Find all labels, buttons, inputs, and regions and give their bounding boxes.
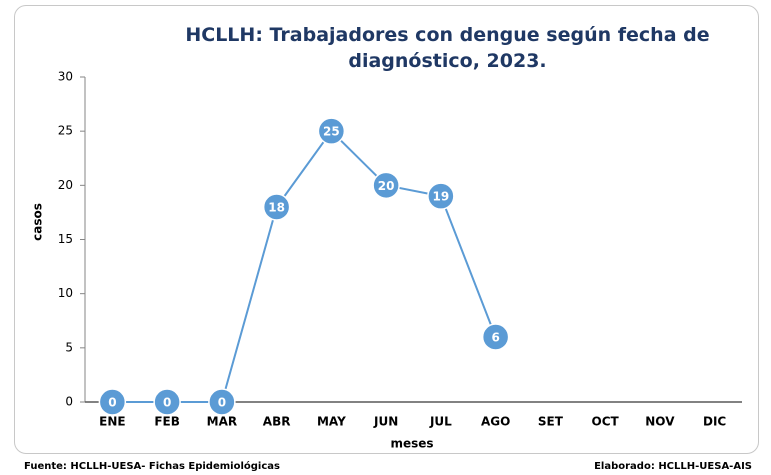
- data-point: [317, 117, 346, 145]
- x-tick-label: JUL: [429, 415, 452, 429]
- data-point: [427, 182, 455, 210]
- x-tick-label: NOV: [645, 415, 675, 429]
- data-label: 20: [378, 179, 395, 193]
- x-tick-label: MAY: [317, 415, 346, 429]
- x-tick-label: OCT: [592, 415, 620, 429]
- y-axis-label: casos: [31, 203, 45, 241]
- data-label: 0: [163, 396, 171, 410]
- data-point: [208, 388, 236, 416]
- y-tick-label: 0: [65, 395, 73, 409]
- x-tick-label: FEB: [154, 415, 180, 429]
- x-tick-label: DIC: [703, 415, 726, 429]
- credit-note: Elaborado: HCLLH-UESA-AIS: [594, 461, 752, 472]
- y-tick-label: 30: [58, 70, 73, 84]
- x-tick-label: SET: [538, 415, 564, 429]
- x-tick-label: ABR: [263, 415, 291, 429]
- data-label: 6: [491, 331, 499, 345]
- y-tick-label: 10: [58, 286, 73, 300]
- data-point: [98, 388, 127, 416]
- data-label: 18: [268, 201, 285, 215]
- data-point: [481, 323, 510, 351]
- chart-title: HCLLH: Trabajadores con dengue según fec…: [185, 24, 710, 72]
- y-tick-label: 20: [58, 178, 73, 192]
- x-tick-label: MAR: [207, 415, 237, 429]
- data-label: 0: [108, 396, 116, 410]
- data-line: [112, 129, 497, 403]
- x-tick-label: AGO: [481, 415, 510, 429]
- chart-frame: [14, 5, 759, 454]
- y-tick-label: 25: [58, 124, 73, 138]
- data-label: 19: [433, 190, 450, 204]
- x-axis-label: meses: [390, 437, 433, 451]
- x-tick-label: JUN: [373, 415, 398, 429]
- source-note: Fuente: HCLLH-UESA- Fichas Epidemiológic…: [24, 460, 280, 472]
- data-point: [372, 171, 400, 200]
- data-point: [262, 193, 291, 221]
- y-tick-label: 15: [58, 232, 73, 246]
- data-label: 25: [323, 125, 340, 139]
- data-point: [153, 388, 181, 416]
- y-tick-label: 5: [65, 340, 73, 354]
- data-label: 0: [218, 396, 226, 410]
- x-tick-label: ENE: [99, 415, 125, 429]
